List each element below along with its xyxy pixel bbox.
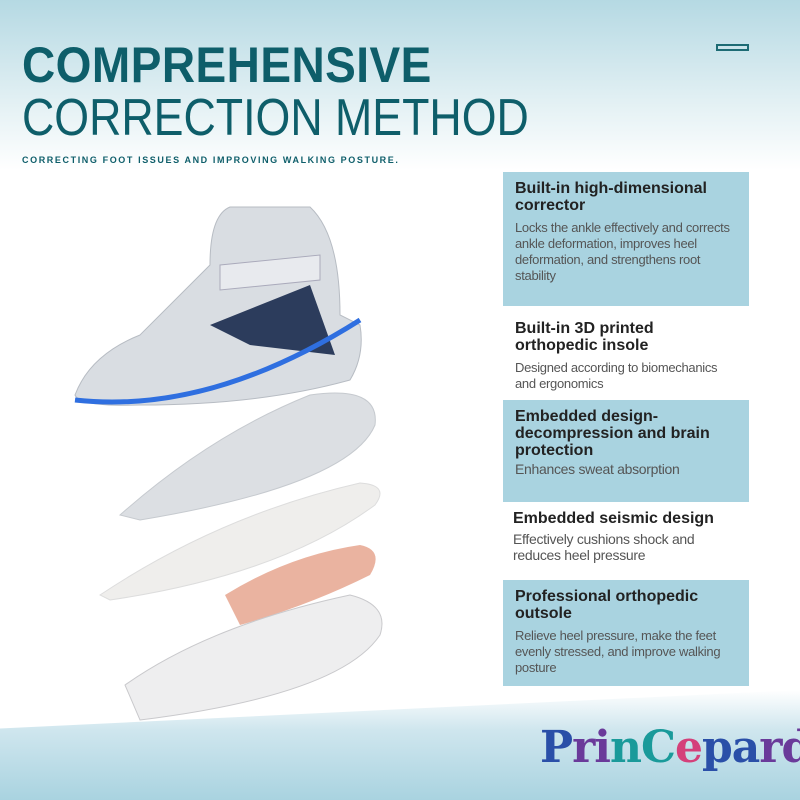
feature-title: Built-in 3D printed orthopedic insole bbox=[515, 320, 654, 354]
feature-desc: Designed according to biomechanics and e… bbox=[515, 360, 718, 391]
feature-desc: Effectively cushions shock and reduces h… bbox=[513, 531, 695, 563]
foam-layer-image bbox=[99, 482, 381, 601]
outsole-image bbox=[124, 594, 383, 721]
feature-panel: Embedded design-decompression and brain … bbox=[503, 400, 749, 502]
sneaker-image bbox=[74, 206, 362, 406]
feature-title: Professional orthopedic outsole bbox=[515, 588, 699, 622]
page-title-line2: CORRECTION METHOD bbox=[22, 89, 529, 147]
feature-title: Embedded seismic design bbox=[513, 510, 714, 527]
feature-panel: Built-in 3D printed orthopedic insole De… bbox=[503, 306, 749, 400]
heel-pad-image bbox=[225, 545, 376, 625]
feature-panel: Professional orthopedic outsole Relieve … bbox=[503, 580, 749, 686]
subtitle: CORRECTING FOOT ISSUES AND IMPROVING WAL… bbox=[22, 155, 400, 165]
decorative-bar bbox=[716, 44, 749, 51]
feature-desc: Relieve heel pressure, make the feet eve… bbox=[515, 628, 721, 675]
feature-title: Embedded design-decompression and brain … bbox=[515, 408, 710, 459]
shoe-exploded-illustration bbox=[74, 206, 383, 721]
feature-panel: Embedded seismic design Effectively cush… bbox=[503, 502, 749, 580]
feature-desc: Enhances sweat absorption bbox=[515, 461, 680, 477]
feature-title: Built-in high-dimensional corrector bbox=[515, 180, 707, 214]
feature-desc: Locks the ankle effectively and corrects… bbox=[515, 220, 730, 283]
brand-logo: PrinCepard bbox=[540, 722, 800, 773]
insole-image bbox=[118, 392, 376, 521]
feature-panel: Built-in high-dimensional corrector Lock… bbox=[503, 172, 749, 306]
page-title: COMPREHENSIVE bbox=[22, 37, 432, 93]
